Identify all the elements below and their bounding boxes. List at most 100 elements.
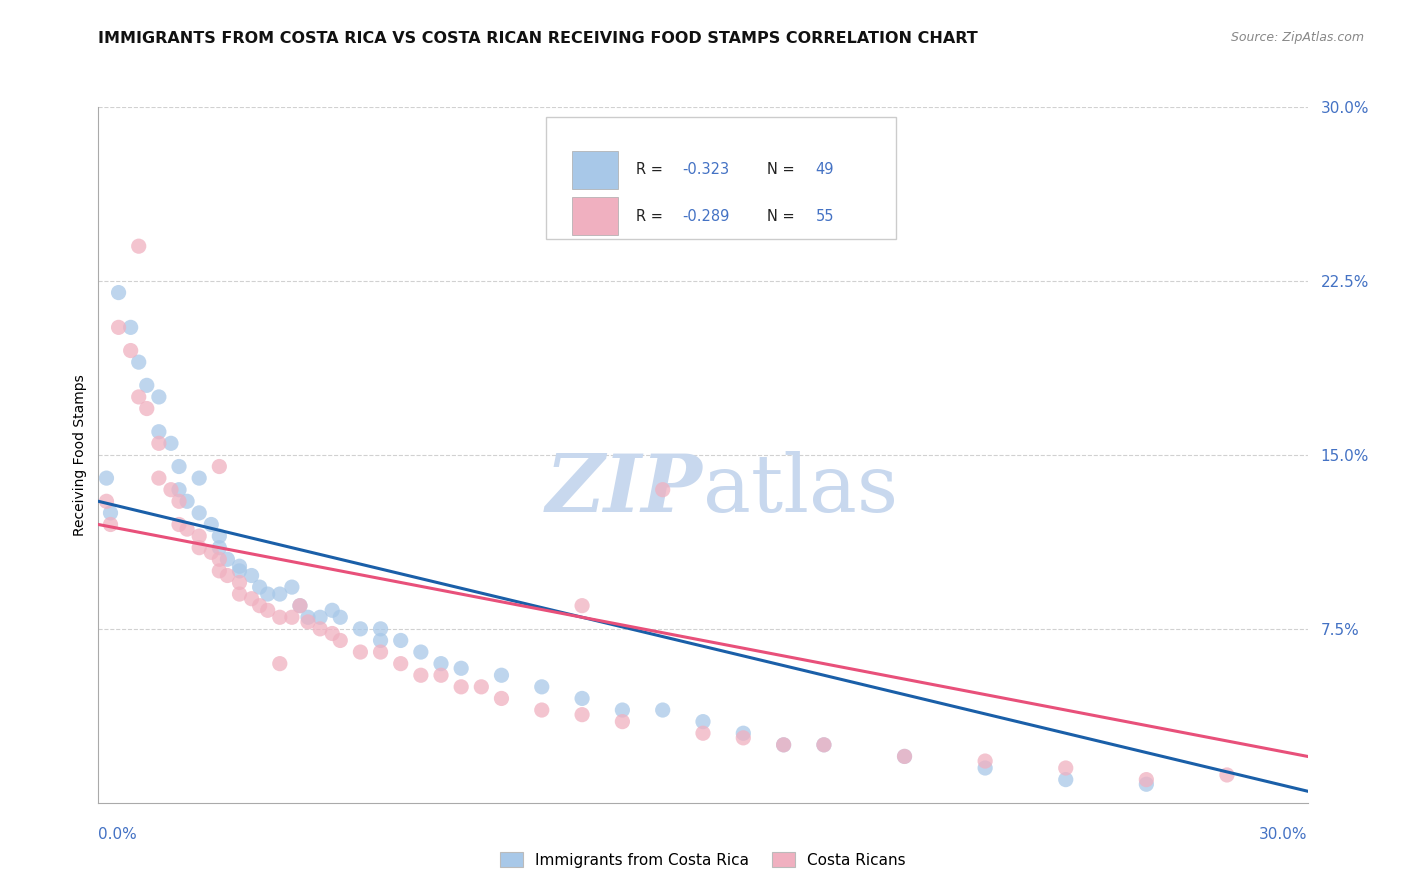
Point <box>1054 772 1077 787</box>
Point <box>409 645 432 659</box>
Point <box>1135 772 1157 787</box>
Point <box>128 239 150 253</box>
Point <box>107 285 129 300</box>
Point <box>176 494 198 508</box>
Point <box>389 657 412 671</box>
Point <box>188 541 211 555</box>
Point <box>530 703 553 717</box>
Point <box>321 603 343 617</box>
Point <box>612 714 634 729</box>
Point <box>281 610 304 624</box>
Point <box>200 545 222 559</box>
Point <box>96 494 118 508</box>
Text: R =: R = <box>637 209 668 224</box>
Point <box>288 599 311 613</box>
Point <box>370 633 392 648</box>
Point <box>269 657 291 671</box>
Point <box>1135 777 1157 791</box>
Point <box>530 680 553 694</box>
Point <box>974 754 997 768</box>
Text: 55: 55 <box>815 209 834 224</box>
Point <box>309 622 332 636</box>
Legend: Immigrants from Costa Rica, Costa Ricans: Immigrants from Costa Rica, Costa Ricans <box>492 844 914 875</box>
Point <box>208 564 231 578</box>
Point <box>256 603 278 617</box>
Point <box>651 483 673 497</box>
Point <box>148 390 170 404</box>
Text: atlas: atlas <box>703 450 898 529</box>
Point <box>1054 761 1077 775</box>
Point <box>135 401 157 416</box>
Point <box>309 610 332 624</box>
Point <box>217 552 239 566</box>
Point <box>571 691 593 706</box>
Point <box>176 522 198 536</box>
Point <box>349 622 371 636</box>
Point <box>321 626 343 640</box>
Point <box>430 657 453 671</box>
Point <box>571 707 593 722</box>
Point <box>571 599 593 613</box>
Point <box>430 668 453 682</box>
Point <box>692 726 714 740</box>
Point <box>128 355 150 369</box>
Point <box>772 738 794 752</box>
Point <box>470 680 492 694</box>
Text: ZIP: ZIP <box>546 451 703 528</box>
Point <box>269 587 291 601</box>
Point <box>409 668 432 682</box>
Point <box>491 668 513 682</box>
Point <box>188 471 211 485</box>
Point <box>491 691 513 706</box>
Point <box>160 436 183 450</box>
Point <box>772 738 794 752</box>
Point <box>167 483 190 497</box>
Point <box>389 633 412 648</box>
Point <box>208 459 231 474</box>
Text: 30.0%: 30.0% <box>1260 827 1308 841</box>
Point <box>228 575 250 590</box>
Point <box>120 343 142 358</box>
Point <box>893 749 915 764</box>
Text: IMMIGRANTS FROM COSTA RICA VS COSTA RICAN RECEIVING FOOD STAMPS CORRELATION CHAR: IMMIGRANTS FROM COSTA RICA VS COSTA RICA… <box>98 31 979 46</box>
Point <box>188 506 211 520</box>
Point <box>692 714 714 729</box>
Point <box>128 390 150 404</box>
Point <box>1216 768 1239 782</box>
Point <box>208 541 231 555</box>
Point <box>813 738 835 752</box>
Point <box>167 459 190 474</box>
Point <box>249 599 271 613</box>
Point <box>329 610 352 624</box>
Text: Source: ZipAtlas.com: Source: ZipAtlas.com <box>1230 31 1364 45</box>
Text: N =: N = <box>768 209 800 224</box>
Point <box>100 517 122 532</box>
Point <box>228 564 250 578</box>
Text: N =: N = <box>768 162 800 178</box>
Point <box>281 580 304 594</box>
Point <box>893 749 915 764</box>
Point <box>733 731 755 745</box>
Point <box>370 622 392 636</box>
Point <box>297 615 319 629</box>
FancyBboxPatch shape <box>546 118 897 239</box>
Point <box>148 425 170 439</box>
Point <box>974 761 997 775</box>
Point <box>148 471 170 485</box>
Text: -0.323: -0.323 <box>682 162 730 178</box>
Point <box>120 320 142 334</box>
Point <box>733 726 755 740</box>
Point <box>160 483 183 497</box>
Point <box>370 645 392 659</box>
Point <box>96 471 118 485</box>
Point <box>217 568 239 582</box>
Point <box>208 529 231 543</box>
Point <box>100 506 122 520</box>
Bar <box>572 151 619 189</box>
Point <box>813 738 835 752</box>
Text: 49: 49 <box>815 162 834 178</box>
Point <box>167 517 190 532</box>
Y-axis label: Receiving Food Stamps: Receiving Food Stamps <box>73 374 87 536</box>
Text: 0.0%: 0.0% <box>98 827 138 841</box>
Text: -0.289: -0.289 <box>682 209 730 224</box>
